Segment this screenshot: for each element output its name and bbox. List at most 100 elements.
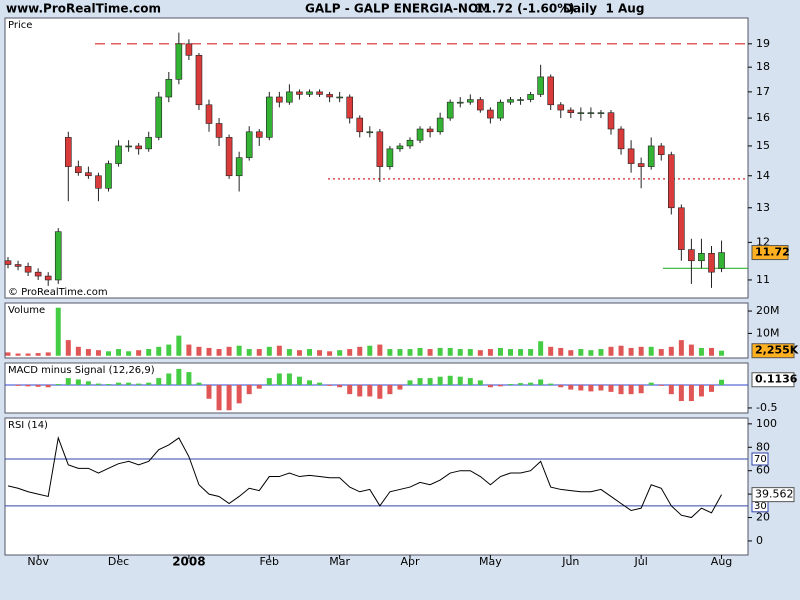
bar xyxy=(357,384,363,397)
candle-body xyxy=(517,99,524,101)
candle-body xyxy=(34,271,42,277)
bar xyxy=(608,346,614,356)
bar xyxy=(427,378,433,385)
candle-body xyxy=(165,79,173,98)
candle-body xyxy=(145,137,152,150)
bar xyxy=(116,349,122,356)
bar xyxy=(296,350,302,356)
bar xyxy=(276,373,282,385)
candle-body xyxy=(557,104,565,111)
bar xyxy=(618,384,624,395)
x-tick-label: Dec xyxy=(108,555,129,568)
y-tick-label: 17 xyxy=(756,85,770,98)
candle-body xyxy=(255,131,263,138)
candle-body xyxy=(296,91,303,95)
bar xyxy=(226,384,232,411)
candle-body xyxy=(276,96,283,103)
bar xyxy=(136,350,142,356)
candle-body xyxy=(54,231,62,281)
candle-body xyxy=(497,101,504,119)
bar xyxy=(578,349,584,356)
bar xyxy=(658,349,664,356)
bar xyxy=(719,350,725,356)
candle-body xyxy=(336,96,343,99)
bar xyxy=(709,384,714,392)
bar xyxy=(85,381,91,385)
bar xyxy=(588,350,594,356)
bar xyxy=(236,384,242,404)
bar xyxy=(528,349,534,356)
bar xyxy=(508,384,513,385)
bar xyxy=(477,380,483,385)
bar xyxy=(588,384,594,392)
candle-body xyxy=(346,96,354,119)
x-tick-label: Nov xyxy=(27,555,49,568)
bar xyxy=(487,384,493,388)
bar xyxy=(548,383,554,385)
bar xyxy=(508,349,513,356)
bar xyxy=(186,344,192,356)
bar xyxy=(176,335,182,356)
bar xyxy=(156,378,162,385)
bar xyxy=(598,349,604,356)
candle-body xyxy=(678,207,685,250)
bar xyxy=(377,344,383,356)
bar xyxy=(648,382,654,385)
bar xyxy=(387,349,393,356)
bar xyxy=(698,384,704,397)
y-tick-label: 80 xyxy=(756,440,770,453)
bar xyxy=(367,384,373,397)
bar xyxy=(75,379,81,385)
bar xyxy=(15,353,21,356)
bar xyxy=(246,384,252,395)
copyright: © ProRealTime.com xyxy=(8,287,108,298)
candle-body xyxy=(105,163,112,189)
bar xyxy=(126,351,132,356)
candle-body xyxy=(85,172,92,177)
candle-body xyxy=(396,145,404,150)
x-tick-label: Apr xyxy=(400,555,420,568)
rsi-line xyxy=(7,435,722,519)
candle-body xyxy=(547,76,555,106)
bar xyxy=(186,372,192,385)
bar xyxy=(568,384,574,390)
bar xyxy=(618,345,624,356)
bar xyxy=(25,353,31,356)
y-tick-label: 15 xyxy=(756,139,770,152)
bar xyxy=(497,384,503,387)
bar xyxy=(447,375,453,385)
candle-body xyxy=(366,131,374,134)
bar xyxy=(45,352,51,356)
bar xyxy=(196,346,202,356)
bar xyxy=(206,384,212,399)
candle-body xyxy=(637,163,645,167)
candle-body xyxy=(4,260,12,265)
bar xyxy=(568,350,574,356)
candle-body xyxy=(587,112,595,114)
candle-body xyxy=(416,128,424,141)
bar xyxy=(528,382,534,385)
quote: 11.72 (-1.60%) xyxy=(475,2,575,16)
bar xyxy=(457,349,463,356)
bar xyxy=(266,378,272,385)
bar xyxy=(317,382,323,385)
bar xyxy=(467,378,473,385)
bar xyxy=(538,341,544,356)
bar xyxy=(578,384,584,391)
bar xyxy=(246,349,252,356)
candle-body xyxy=(95,175,102,189)
bar xyxy=(286,373,292,385)
candle-body xyxy=(456,101,464,104)
bar xyxy=(668,384,674,395)
panel-title: RSI (14) xyxy=(8,420,48,431)
candle-body xyxy=(75,166,82,173)
value-box-label: 0.1136 xyxy=(755,373,798,386)
value-box xyxy=(751,372,795,388)
bar xyxy=(307,380,312,385)
bar xyxy=(307,349,312,356)
panel xyxy=(4,362,749,414)
y-tick-label: 100 xyxy=(756,417,777,430)
bar xyxy=(538,379,544,385)
candle-body xyxy=(577,112,585,114)
